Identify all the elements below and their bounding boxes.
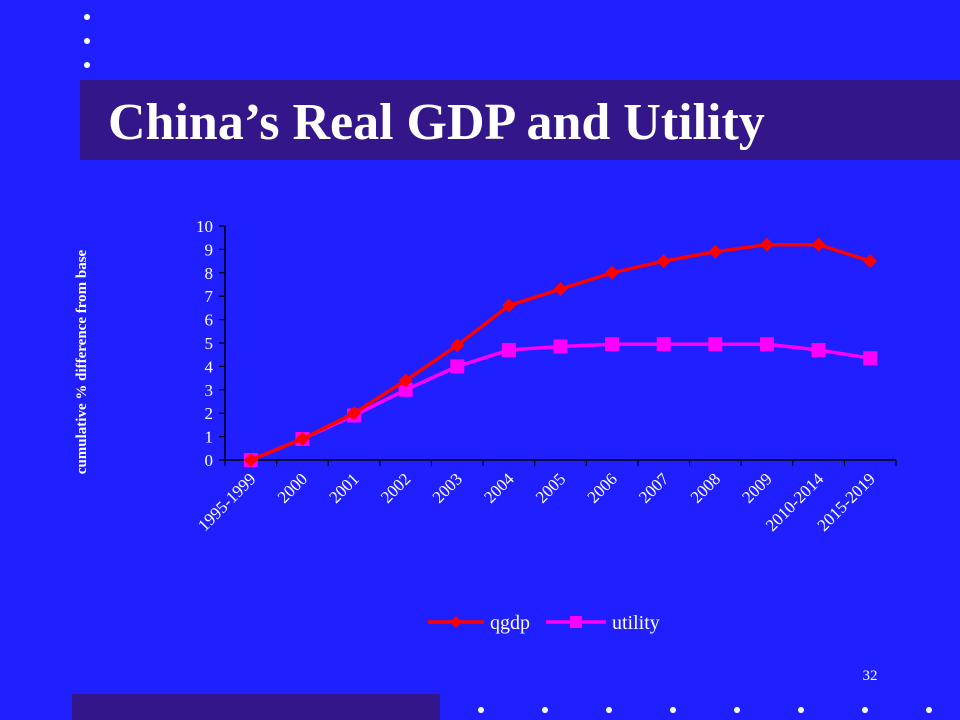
y-tick-label: 6 — [205, 311, 214, 330]
y-tick-label: 1 — [205, 428, 214, 447]
data-point-qgdp — [863, 254, 878, 269]
x-tick-label: 2002 — [377, 469, 414, 506]
data-point-qgdp — [501, 298, 516, 313]
slide-number: 32 — [862, 668, 878, 684]
bullet-dot — [734, 707, 740, 713]
y-tick-label: 2 — [205, 404, 214, 423]
bullet-dot — [478, 707, 484, 713]
data-point-utility — [450, 359, 465, 374]
data-point-utility — [656, 337, 671, 352]
x-tick-label: 2004 — [480, 469, 518, 507]
data-point-qgdp — [295, 431, 310, 446]
x-tick-label: 2003 — [429, 469, 466, 506]
data-point-utility — [708, 337, 723, 352]
legend-label-utility: utility — [612, 612, 660, 634]
data-point-utility — [811, 343, 826, 358]
y-tick-label: 5 — [205, 334, 214, 353]
x-tick-label: 2008 — [687, 469, 724, 506]
x-tick-label: 2009 — [738, 469, 775, 506]
x-tick-label: 2006 — [583, 469, 620, 506]
data-point-qgdp — [656, 254, 671, 269]
y-tick-label: 7 — [205, 287, 214, 306]
legend-marker-qgdp — [450, 616, 462, 628]
y-tick-label: 9 — [205, 240, 214, 259]
y-tick-label: 4 — [205, 357, 214, 376]
bullet-dot — [84, 38, 90, 44]
data-point-utility — [501, 343, 516, 358]
bullet-dot — [542, 707, 548, 713]
data-point-utility — [605, 337, 620, 352]
y-tick-label: 8 — [205, 264, 214, 283]
x-tick-label: 1995-1999 — [194, 469, 260, 535]
slide-title: China’s Real GDP and Utility — [108, 94, 765, 151]
bottom-band — [72, 694, 440, 720]
data-point-qgdp — [759, 237, 774, 252]
data-point-utility — [553, 339, 568, 354]
y-axis-title: cumulative % difference from base — [74, 249, 90, 474]
legend-marker-utility — [570, 616, 582, 628]
legend-label-qgdp: qgdp — [490, 612, 530, 634]
data-point-utility — [759, 337, 774, 352]
y-tick-label: 10 — [196, 217, 213, 236]
bullet-dot — [862, 707, 868, 713]
data-point-utility — [398, 382, 413, 397]
title-band — [80, 80, 960, 160]
bullet-dot — [84, 62, 90, 68]
data-point-utility — [863, 351, 878, 366]
bullet-dot — [84, 14, 90, 20]
y-tick-label: 0 — [205, 451, 214, 470]
data-point-qgdp — [811, 237, 826, 252]
data-point-qgdp — [398, 373, 413, 388]
data-point-qgdp — [243, 453, 258, 467]
series-line-utility — [250, 342, 871, 462]
data-point-qgdp — [347, 406, 362, 421]
bullet-dot — [926, 707, 932, 713]
data-point-qgdp — [450, 338, 465, 353]
data-point-qgdp — [708, 244, 723, 259]
bullet-dot — [606, 707, 612, 713]
x-tick-label: 2001 — [325, 469, 362, 506]
y-tick-label: 3 — [205, 381, 214, 400]
data-point-qgdp — [553, 282, 568, 297]
x-tick-label: 2007 — [635, 469, 673, 507]
bullet-dot — [798, 707, 804, 713]
data-point-qgdp — [605, 265, 620, 280]
x-tick-label: 2005 — [532, 469, 569, 506]
x-tick-label: 2000 — [274, 469, 311, 506]
bullet-dot — [670, 707, 676, 713]
